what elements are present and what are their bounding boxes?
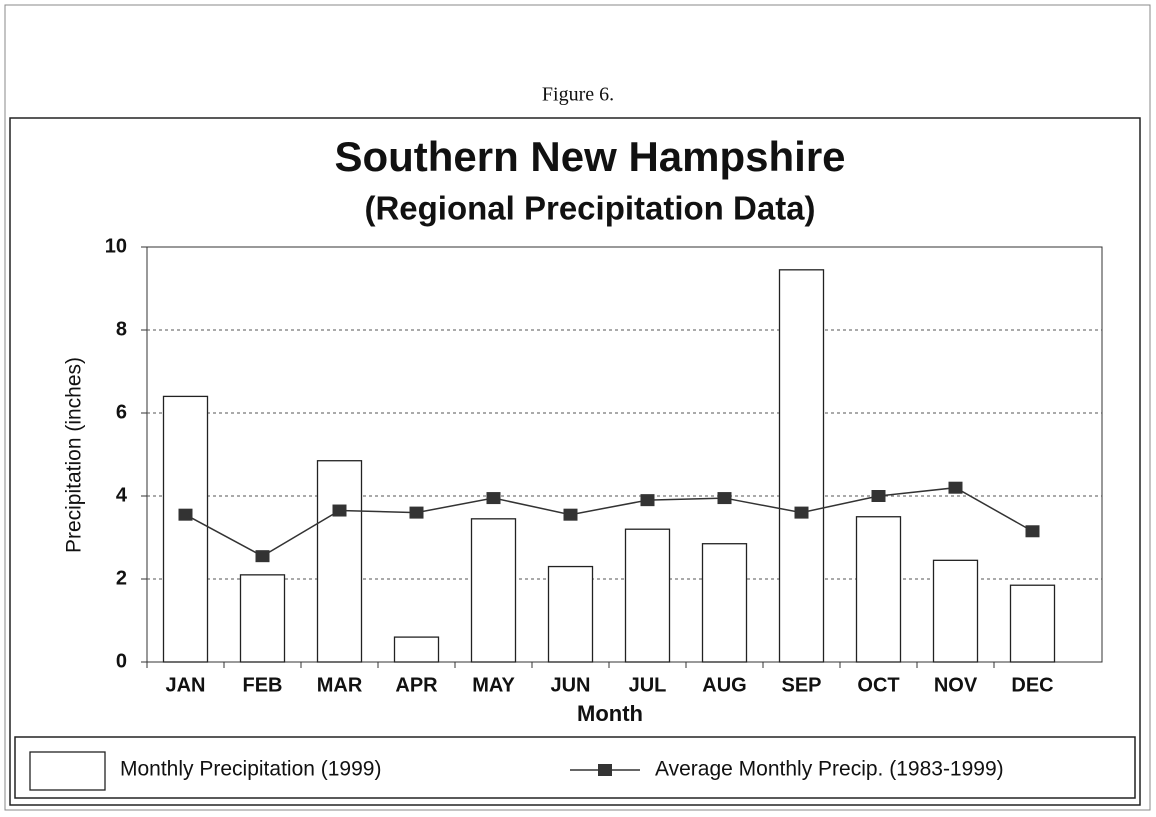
bar xyxy=(239,574,286,663)
legend-label: Monthly Precipitation (1999) xyxy=(120,758,381,781)
bar xyxy=(701,543,748,663)
marker xyxy=(255,550,270,563)
x-tick-label: FEB xyxy=(243,674,283,696)
x-tick-label: DEC xyxy=(1011,674,1053,696)
marker xyxy=(871,490,886,502)
legend-swatch xyxy=(29,751,106,791)
x-tick-label: AUG xyxy=(702,674,746,696)
chart-subtitle: (Regional Precipitation Data) xyxy=(364,190,815,227)
legend-box xyxy=(14,736,1136,799)
x-tick-label: JUL xyxy=(629,674,667,696)
bar xyxy=(778,269,825,663)
x-tick-label: MAR xyxy=(317,674,363,696)
chart-frame xyxy=(9,117,1141,806)
legend-label: Average Monthly Precip. (1983-1999) xyxy=(655,758,1004,781)
line xyxy=(185,486,1033,558)
marker xyxy=(717,492,732,505)
y-tick-label: 0 xyxy=(116,650,127,672)
marker xyxy=(332,504,347,517)
x-tick-label: OCT xyxy=(857,674,899,696)
marker xyxy=(948,481,963,494)
bar xyxy=(393,636,440,663)
legend-swatch xyxy=(598,764,612,776)
plot-frame xyxy=(146,246,1103,663)
y-tick-label: 2 xyxy=(116,567,127,589)
x-tick-label: MAY xyxy=(472,674,515,696)
y-tick-label: 8 xyxy=(116,318,127,340)
x-tick-label: JAN xyxy=(165,674,205,696)
marker xyxy=(178,508,193,521)
marker xyxy=(1025,525,1040,538)
marker xyxy=(409,506,424,519)
chart-title: Southern New Hampshire xyxy=(334,133,845,180)
y-tick-label: 6 xyxy=(116,401,127,423)
marker xyxy=(794,506,809,519)
outer-frame xyxy=(4,4,1151,811)
x-tick-label: SEP xyxy=(781,674,821,696)
bar xyxy=(1009,584,1056,663)
bar xyxy=(624,528,671,663)
bar xyxy=(470,518,517,663)
bar xyxy=(932,559,979,663)
y-axis-label: Precipitation (inches) xyxy=(63,357,86,553)
x-tick-label: APR xyxy=(395,674,438,696)
x-tick-label: NOV xyxy=(934,674,978,696)
x-axis-label: Month xyxy=(577,701,643,726)
y-tick-label: 4 xyxy=(116,484,128,506)
bar xyxy=(316,460,363,663)
figure-label: Figure 6. xyxy=(542,84,614,106)
y-tick-label: 10 xyxy=(105,235,127,257)
bar xyxy=(855,516,902,663)
bar xyxy=(162,395,209,663)
marker xyxy=(640,494,655,507)
marker xyxy=(486,492,501,505)
marker xyxy=(563,508,578,521)
bar xyxy=(547,565,594,663)
x-tick-label: JUN xyxy=(550,674,590,696)
